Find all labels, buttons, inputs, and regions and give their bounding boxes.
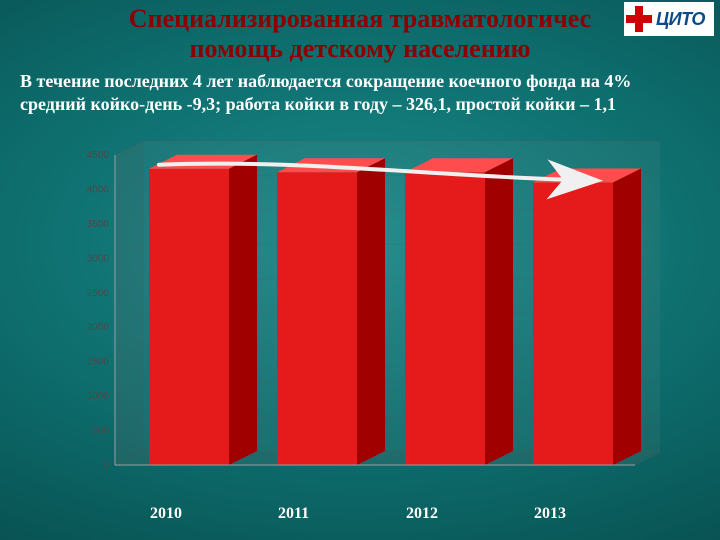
- bar-chart-3d: 0 500 1000 1500 2000 2500 3000 3500 4000 4500: [60, 125, 660, 495]
- page-title: Специализированная травматологичес помощ…: [50, 4, 670, 64]
- svg-text:4500: 4500: [87, 150, 110, 161]
- svg-text:2000: 2000: [87, 322, 110, 333]
- svg-text:500: 500: [92, 426, 109, 437]
- x-label: 2011: [278, 505, 309, 523]
- svg-text:3500: 3500: [87, 219, 110, 230]
- svg-text:1000: 1000: [87, 391, 110, 402]
- svg-text:1500: 1500: [87, 357, 110, 368]
- svg-text:3000: 3000: [87, 253, 110, 264]
- x-label: 2013: [534, 505, 566, 523]
- x-label: 2012: [406, 505, 438, 523]
- x-label: 2010: [150, 505, 182, 523]
- page-subtitle: В течение последних 4 лет наблюдается со…: [20, 70, 700, 115]
- svg-text:4000: 4000: [87, 184, 110, 195]
- svg-text:2500: 2500: [87, 288, 110, 299]
- svg-text:0: 0: [103, 460, 109, 471]
